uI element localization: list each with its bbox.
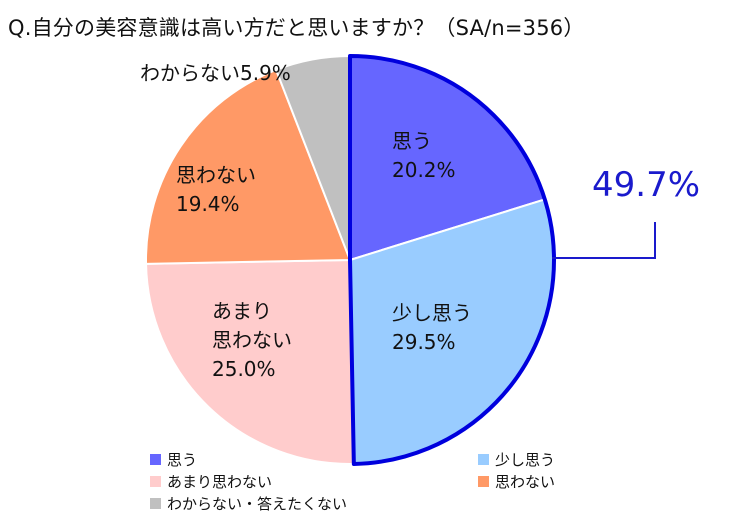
legend-label: わからない・答えたくない — [167, 495, 348, 513]
legend-swatch — [478, 476, 489, 487]
legend-item: あまり思わない — [150, 471, 272, 492]
highlight-total-label: 49.7% — [592, 165, 700, 205]
legend-label: 少し思う — [495, 451, 556, 469]
slice-amari-omowanai — [145, 258, 355, 465]
legend-label: あまり思わない — [167, 473, 273, 491]
legend-item: 思う — [150, 449, 197, 470]
slice-label: 思う 20.2% — [392, 129, 456, 182]
legend-swatch — [150, 454, 161, 465]
callout-leader-line — [552, 222, 656, 259]
slice-label: 少し思う 29.5% — [392, 301, 472, 354]
slice-label: 思わない 19.4% — [176, 163, 256, 216]
slice-label: あまり思わない 25.0% — [212, 299, 292, 381]
legend-swatch — [150, 498, 161, 509]
legend-item: 少し思う — [478, 449, 555, 470]
legend-label: 思う — [167, 451, 198, 469]
legend-item: わからない・答えたくない — [150, 493, 347, 514]
slice-label: わからない5.9% — [140, 61, 291, 85]
legend-label: 思わない — [495, 473, 556, 491]
legend-swatch — [478, 454, 489, 465]
slice-omowanai — [145, 68, 352, 265]
chart-title: Q.自分の美容意識は高い方だと思いますか？（SA/n=356） — [8, 16, 585, 40]
legend-swatch — [150, 476, 161, 487]
legend-item: 思わない — [478, 471, 555, 492]
